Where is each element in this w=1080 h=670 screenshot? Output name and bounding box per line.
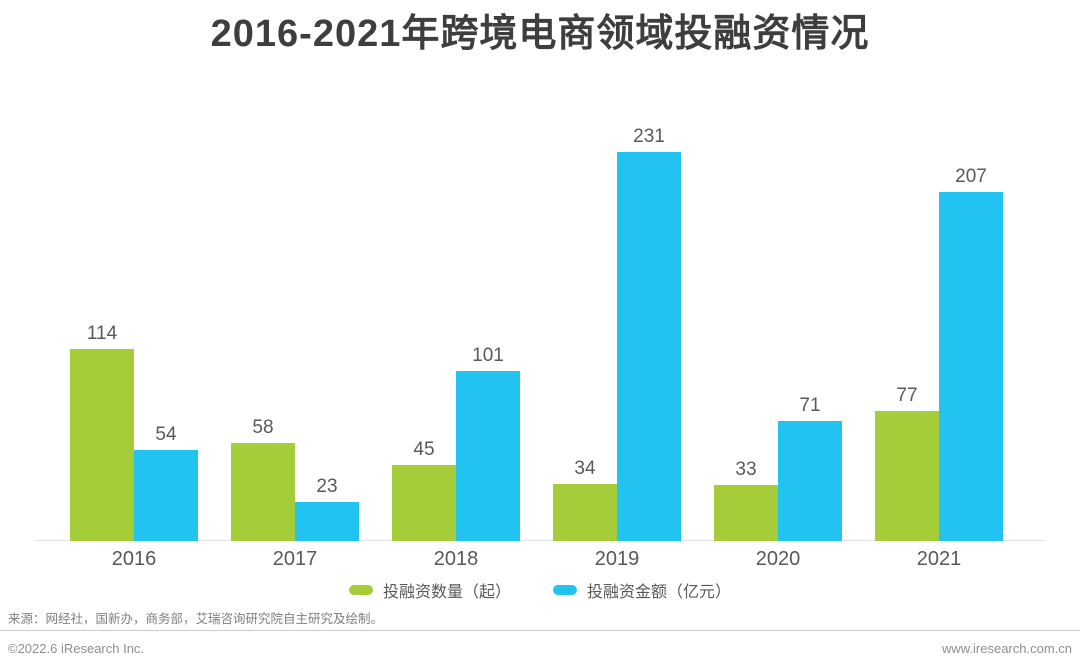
bar-amount-2017 [295,502,359,541]
bar-count-2017 [231,443,295,541]
x-axis-label-2019: 2019 [594,548,640,570]
page-title: 2016-2021年跨境电商领域投融资情况 [210,13,870,55]
bar-count-2021 [875,411,939,541]
bar-value-label: 77 [896,385,918,406]
bar-value-label: 207 [955,166,987,187]
bar-amount-2018 [456,371,520,541]
bar-value-label: 231 [633,126,665,147]
chart-legend: 投融资数量（起） 投融资金额（亿元） [0,578,1080,602]
x-axis-label-2020: 2020 [755,548,801,570]
bar-count-2018 [392,465,456,541]
footer-divider [0,630,1080,631]
bar-count-2016 [70,349,134,541]
legend-swatch-blue [553,585,577,595]
x-axis-label-2018: 2018 [433,548,479,570]
bar-value-label: 71 [799,395,821,416]
x-axis-line [36,540,1044,541]
bar-value-label: 101 [472,345,504,366]
bar-value-label: 23 [316,476,338,497]
chart-plot-area: 114 54 58 23 45 101 34 231 33 71 77 207 [36,126,1044,541]
bar-count-2019 [553,484,617,541]
legend-swatch-green [348,585,373,595]
x-axis-label-2021: 2021 [916,548,962,570]
x-axis-label-2017: 2017 [272,548,318,570]
bar-amount-2019 [617,152,681,541]
bar-amount-2016 [134,450,198,541]
bar-count-2020 [714,485,778,541]
bar-value-label: 33 [735,459,757,480]
source-note: 来源：网经社，国新办，商务部，艾瑞咨询研究院自主研究及绘制。 [8,612,384,626]
bar-value-label: 34 [574,458,596,479]
legend-label-count: 投融资数量（起） [382,584,511,601]
copyright-text: ©2022.6 iResearch Inc. [8,641,145,656]
bar-amount-2020 [778,421,842,541]
bar-value-label: 114 [86,323,118,344]
bar-value-label: 45 [413,439,435,460]
legend-item-amount: 投融资金额（亿元） [553,578,731,602]
legend-item-count: 投融资数量（起） [348,578,511,602]
legend-label-amount: 投融资金额（亿元） [587,584,732,601]
website-url: www.iresearch.com.cn [941,641,1072,656]
bar-value-label: 58 [252,417,274,438]
bar-value-label: 54 [155,424,177,445]
x-axis-label-2016: 2016 [111,548,157,570]
bar-amount-2021 [939,192,1003,541]
